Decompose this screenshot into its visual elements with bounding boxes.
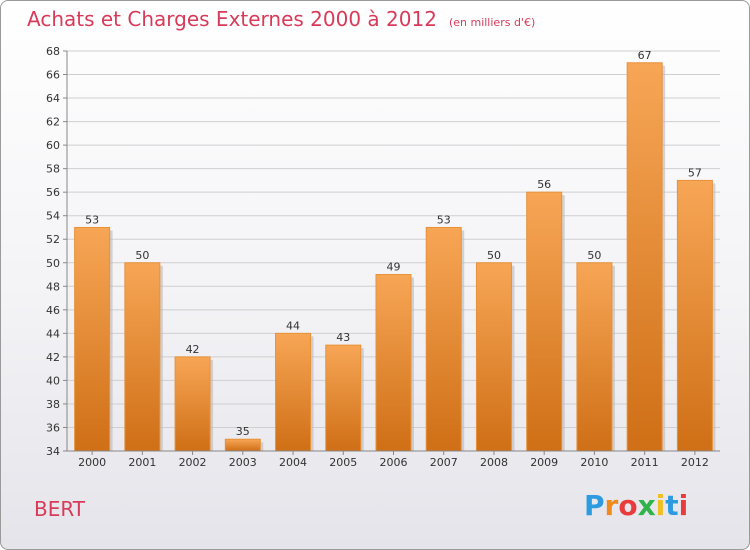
x-tick-label: 2002: [179, 456, 207, 469]
bar-value-label: 49: [387, 261, 401, 274]
y-tick-label: 44: [46, 327, 60, 340]
bar: [626, 62, 663, 452]
bar-value-label: 53: [437, 213, 451, 226]
x-tick-label: 2007: [430, 456, 458, 469]
bar: [475, 262, 512, 452]
y-tick-label: 66: [46, 69, 60, 82]
y-tick-label: 46: [46, 304, 60, 317]
y-tick-label: 42: [46, 351, 60, 364]
x-tick-label: 2004: [279, 456, 307, 469]
x-tick-label: 2006: [380, 456, 408, 469]
bar: [676, 179, 713, 452]
bar: [224, 438, 261, 452]
x-tick-label: 2001: [128, 456, 156, 469]
x-axis: 2000 2001 2002 2003 2004 2005 2006 2007 2008 2009…: [67, 450, 720, 469]
y-axis: 34 36 38 40 42 44 46 48 50 52 54 56 58 60 62 64 66 68: [46, 45, 68, 458]
proxiti-logo: Proxiti: [584, 489, 688, 522]
logo-letter: P: [584, 489, 605, 522]
bar-value-label: 43: [336, 331, 350, 344]
y-tick-label: 38: [46, 398, 60, 411]
bar-value-label: 42: [186, 343, 200, 356]
bar-value-label: 50: [587, 249, 601, 262]
chart-title-text: Achats et Charges Externes 2000 à 2012: [27, 7, 437, 31]
y-tick-label: 36: [46, 421, 60, 434]
y-tick-label: 60: [46, 139, 60, 152]
bar: [174, 356, 211, 452]
y-tick-label: 64: [46, 92, 60, 105]
y-tick-label: 50: [46, 257, 60, 270]
commune-name: BERT: [34, 497, 86, 521]
bar-value-label: 44: [286, 319, 300, 332]
bar: [576, 262, 613, 452]
x-tick-label: 2010: [580, 456, 608, 469]
y-tick-label: 40: [46, 374, 60, 387]
bar-value-label: 53: [85, 213, 99, 226]
x-tick-label: 2012: [681, 456, 709, 469]
y-tick-label: 52: [46, 233, 60, 246]
chart-title: Achats et Charges Externes 2000 à 2012 (e…: [27, 7, 535, 31]
bars: 53 50 42 35 44 43 49 53 50 56 50 67 57: [74, 49, 716, 452]
y-tick-label: 56: [46, 186, 60, 199]
y-tick-label: 68: [46, 45, 60, 58]
y-tick-label: 54: [46, 210, 60, 223]
bar-value-label: 35: [236, 425, 250, 438]
bar: [275, 332, 312, 452]
x-tick-label: 2008: [480, 456, 508, 469]
bar-value-label: 67: [638, 49, 652, 62]
logo-letter: o: [618, 489, 638, 522]
x-tick-label: 2005: [329, 456, 357, 469]
bar: [74, 226, 111, 452]
bar-value-label: 50: [135, 249, 149, 262]
logo-letter: i: [678, 489, 689, 522]
y-tick-label: 34: [46, 445, 60, 458]
bar-value-label: 50: [487, 249, 501, 262]
bar: [124, 262, 161, 452]
x-tick-label: 2011: [631, 456, 659, 469]
x-tick-label: 2000: [78, 456, 106, 469]
bar: [425, 226, 462, 452]
bar: [375, 274, 412, 452]
x-tick-label: 2003: [229, 456, 257, 469]
logo-letter: r: [604, 489, 619, 522]
bar: [526, 191, 563, 452]
y-tick-label: 48: [46, 280, 60, 293]
logo-letter: i: [655, 489, 666, 522]
chart-subtitle: (en milliers d'€): [448, 16, 536, 29]
logo-letter: t: [665, 489, 679, 522]
bar: [325, 344, 362, 452]
y-tick-label: 62: [46, 116, 60, 129]
y-tick-label: 58: [46, 163, 60, 176]
logo-letter: x: [637, 489, 656, 522]
bar-value-label: 57: [688, 166, 702, 179]
x-tick-label: 2009: [530, 456, 558, 469]
bar-value-label: 56: [537, 178, 551, 191]
